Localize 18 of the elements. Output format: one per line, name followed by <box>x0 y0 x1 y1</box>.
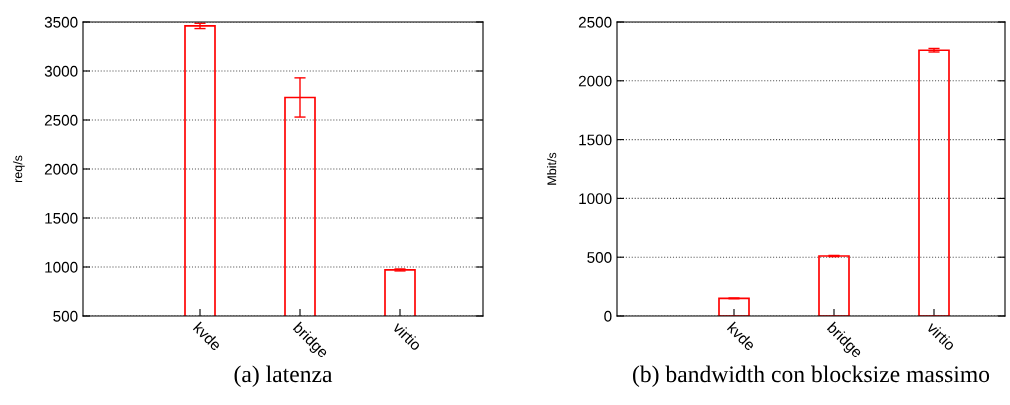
y-tick-label: 1500 <box>45 212 78 224</box>
text: (a) latenza <box>234 365 333 387</box>
y-tick-label: 500 <box>53 310 78 322</box>
y-tick-label: 2000 <box>44 163 78 175</box>
y-axis-title: Mbit/s <box>547 152 557 185</box>
y-tick-label: 3500 <box>44 16 78 28</box>
y-tick-label: 2000 <box>578 75 612 87</box>
y-tick-label: 1000 <box>579 193 612 205</box>
bar <box>918 49 950 316</box>
y-tick-label: 3000 <box>44 65 78 77</box>
y-tick-label: 500 <box>587 252 612 263</box>
y-tick-label: 1000 <box>45 261 78 273</box>
y-tick-label: 0 <box>604 310 612 322</box>
y-tick-label: 2500 <box>578 16 612 28</box>
y-axis-title: req/s <box>13 155 25 183</box>
y-tick-label: 2500 <box>44 114 78 126</box>
y-tick-label: 1500 <box>579 134 612 146</box>
text: (b) bandwidth con blocksize massimo <box>633 365 990 387</box>
